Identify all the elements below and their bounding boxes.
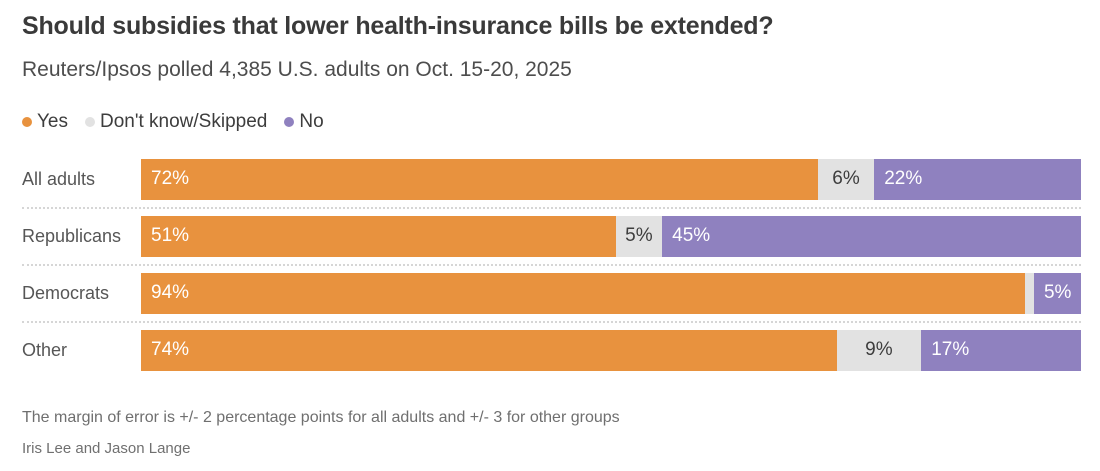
stacked-bar: 72% 6% 22%	[141, 158, 1081, 200]
bar-segment: 94%	[141, 272, 1025, 314]
segment-value-label: 72%	[151, 168, 190, 190]
stacked-bar: 74% 9% 17%	[141, 329, 1081, 371]
bar-segment	[1024, 272, 1034, 314]
bar-chart: All adults 72% 6% 22% Republicans 51% 5% 45% Dem…	[22, 158, 1081, 378]
legend-swatch-icon	[284, 116, 295, 127]
segment-value-label: 22%	[884, 168, 923, 190]
segment-value-label: 17%	[931, 339, 970, 361]
row-label: Republicans	[22, 225, 122, 246]
legend-label: No	[299, 110, 324, 132]
bar-segment: 22%	[874, 158, 1081, 200]
row-label: Democrats	[22, 282, 110, 303]
segment-value-label: 51%	[151, 225, 190, 247]
chart-row: Democrats 94% 5%	[22, 272, 1081, 323]
segment-value-label: 5%	[625, 225, 653, 247]
stacked-bar: 94% 5%	[141, 272, 1081, 314]
segment-value-label: 94%	[151, 282, 190, 304]
margin-of-error-note: The margin of error is +/- 2 percentage …	[22, 408, 620, 426]
chart-title: Should subsidies that lower health-insur…	[22, 12, 774, 40]
legend-swatch-icon	[85, 116, 95, 127]
segment-value-label: 9%	[865, 339, 893, 361]
byline: Iris Lee and Jason Lange	[22, 439, 191, 457]
bar-segment: 5%	[615, 215, 663, 257]
bar-segment: 45%	[662, 215, 1081, 257]
legend-item: Don't know/Skipped	[85, 111, 267, 133]
bar-segment: 17%	[921, 329, 1081, 371]
row-label: Other	[22, 339, 68, 360]
segment-value-label: 74%	[151, 339, 190, 361]
segment-value-label: 6%	[832, 168, 860, 190]
chart-row: Other 74% 9% 17%	[22, 329, 1081, 378]
legend-label: Don't know/Skipped	[100, 110, 268, 132]
chart-subtitle: Reuters/Ipsos polled 4,385 U.S. adults o…	[22, 57, 572, 81]
bar-segment: 51%	[141, 215, 616, 257]
bar-segment: 5%	[1033, 272, 1081, 314]
bar-segment: 72%	[141, 158, 818, 200]
segment-value-label: 5%	[1043, 282, 1072, 304]
bar-segment: 9%	[836, 329, 922, 371]
legend-label: Yes	[37, 110, 68, 132]
stacked-bar: 51% 5% 45%	[141, 215, 1081, 257]
segment-value-label: 45%	[672, 225, 711, 247]
legend-swatch-icon	[22, 116, 32, 127]
bar-segment: 6%	[817, 158, 875, 200]
legend-item: No	[284, 110, 324, 133]
legend-item: Yes	[22, 111, 68, 133]
bar-segment: 74%	[141, 329, 837, 371]
legend: Yes Don't know/Skipped No	[22, 111, 1081, 133]
chart-row: All adults 72% 6% 22%	[22, 158, 1081, 209]
chart-row: Republicans 51% 5% 45%	[22, 215, 1081, 266]
row-label: All adults	[22, 168, 96, 189]
